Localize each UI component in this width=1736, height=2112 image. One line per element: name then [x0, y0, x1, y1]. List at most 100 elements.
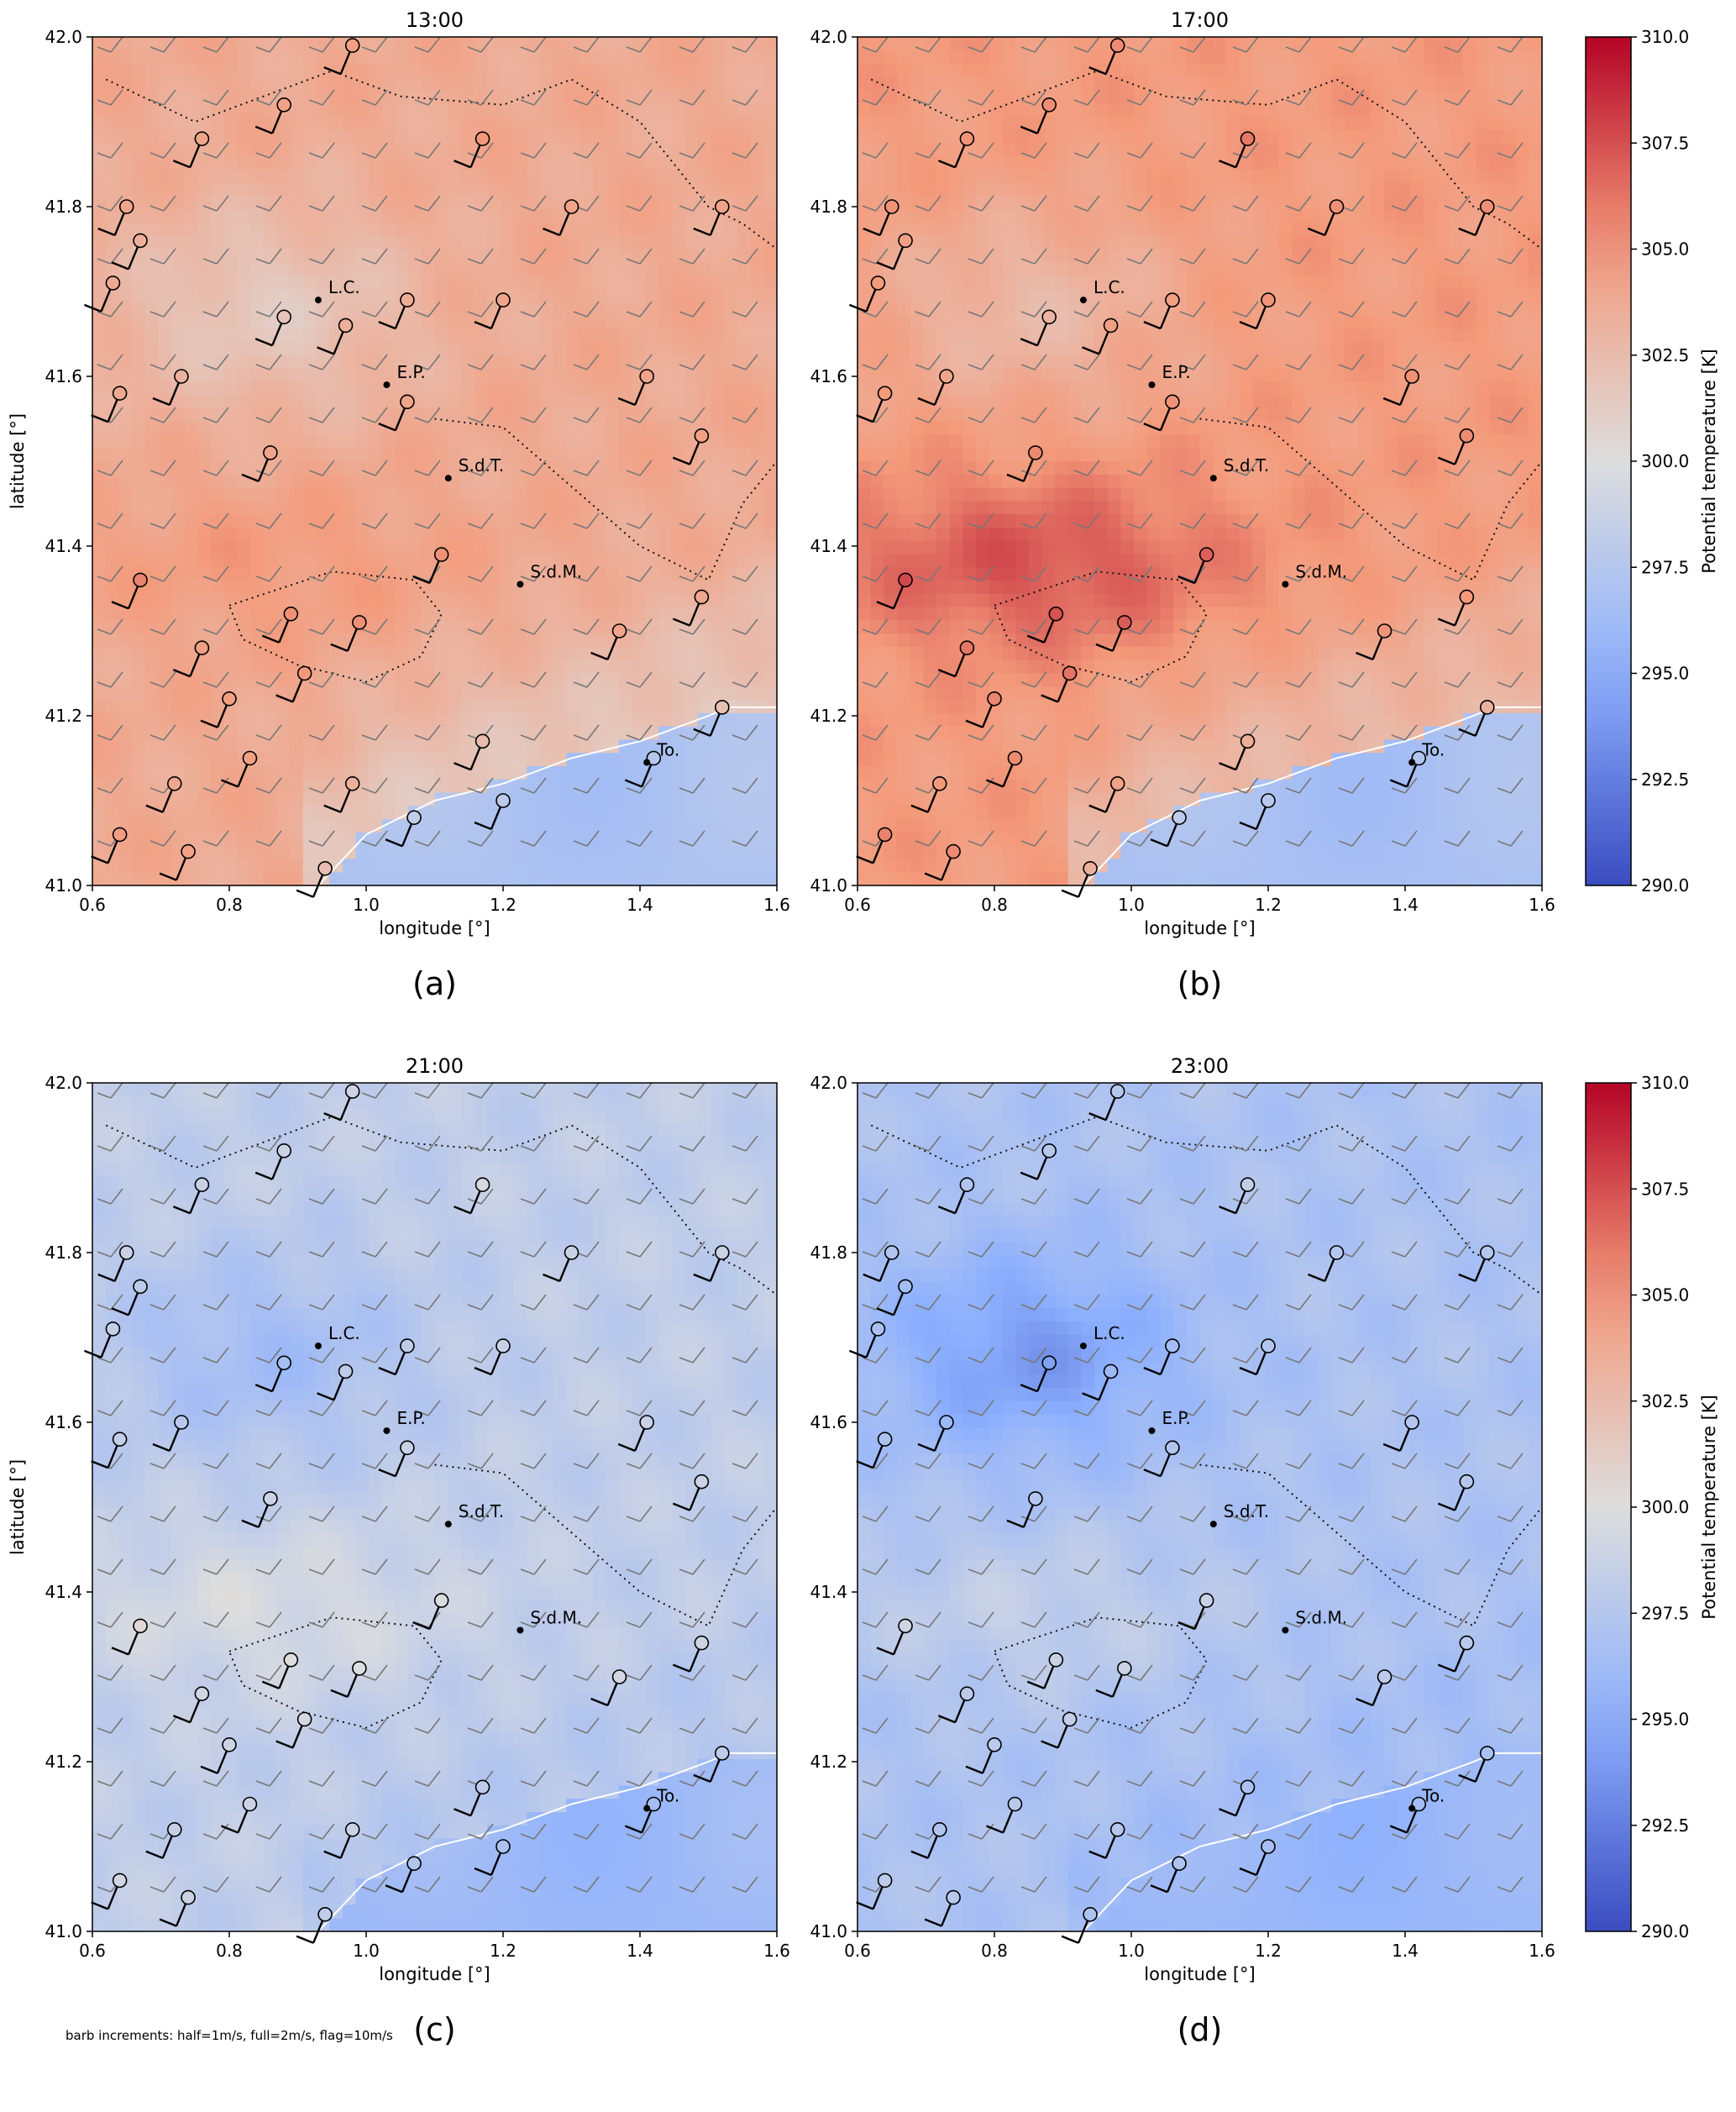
heatmap-cell: [684, 395, 698, 408]
heatmap-cell: [1068, 156, 1082, 170]
heatmap-cell: [501, 209, 514, 223]
heatmap-cell: [250, 262, 264, 276]
heatmap-cell: [619, 833, 632, 846]
heatmap-cell: [1029, 528, 1042, 541]
heatmap-cell: [1029, 156, 1042, 170]
heatmap-cell: [698, 64, 711, 77]
heatmap-cell: [553, 620, 567, 633]
heatmap-cell: [976, 501, 989, 514]
heatmap-cell: [672, 355, 685, 369]
heatmap-cell: [276, 660, 290, 674]
heatmap-cell: [1094, 607, 1108, 621]
heatmap-cell: [724, 289, 737, 302]
heatmap-cell: [962, 859, 976, 872]
heatmap-cell: [1068, 223, 1082, 236]
station-circle: [168, 777, 181, 791]
heatmap-cell: [145, 501, 159, 514]
heatmap-cell: [501, 355, 514, 369]
heatmap-cell: [553, 448, 567, 461]
heatmap-cell: [1041, 475, 1055, 488]
heatmap-cell: [645, 833, 658, 846]
heatmap-cell: [382, 37, 396, 50]
heatmap-cell: [1015, 528, 1029, 541]
heatmap-cell: [672, 369, 685, 382]
heatmap-cell: [884, 872, 897, 885]
heatmap-cell: [382, 276, 396, 289]
heatmap-cell: [355, 739, 369, 753]
heatmap-cell: [672, 806, 685, 819]
heatmap-cell: [658, 541, 672, 554]
heatmap-cell: [1055, 501, 1068, 514]
heatmap-cell: [936, 686, 950, 700]
heatmap-cell: [355, 501, 369, 514]
heatmap-cell: [950, 581, 963, 594]
heatmap-cell: [1002, 514, 1015, 528]
heatmap-cell: [606, 328, 619, 342]
heatmap-cell: [950, 780, 963, 793]
heatmap-cell: [118, 117, 132, 130]
heatmap-cell: [606, 381, 619, 395]
heatmap-cell: [145, 448, 159, 461]
heatmap-cell: [290, 461, 303, 475]
heatmap-cell: [237, 302, 250, 316]
heatmap-cell: [593, 633, 606, 647]
heatmap-cell: [1108, 448, 1121, 461]
heatmap-cell: [897, 461, 910, 475]
heatmap-cell: [369, 819, 382, 833]
heatmap-cell: [211, 170, 224, 183]
heatmap-cell: [250, 64, 264, 77]
heatmap-cell: [1068, 342, 1082, 355]
heatmap-cell: [290, 183, 303, 197]
heatmap-cell: [527, 129, 540, 143]
heatmap-cell: [316, 766, 329, 780]
heatmap-cell: [487, 395, 501, 408]
heatmap-cell: [185, 37, 198, 50]
heatmap-cell: [461, 369, 475, 382]
heatmap-cell: [382, 64, 396, 77]
heatmap-cell: [276, 859, 290, 872]
heatmap-cell: [645, 846, 658, 859]
heatmap-cell: [501, 607, 514, 621]
heatmap-cell: [276, 488, 290, 502]
heatmap-cell: [211, 753, 224, 766]
heatmap-cell: [540, 633, 553, 647]
heatmap-cell: [527, 250, 540, 263]
heatmap-cell: [1055, 514, 1068, 528]
heatmap-cell: [871, 872, 884, 885]
heatmap-cell: [171, 289, 185, 302]
y-tick-label: 41.8: [45, 197, 82, 217]
heatmap-cell: [158, 76, 171, 90]
heatmap-cell: [566, 156, 580, 170]
heatmap-cell: [422, 713, 435, 727]
heatmap-cell: [540, 660, 553, 674]
heatmap-cell: [250, 766, 264, 780]
heatmap-cell: [672, 209, 685, 223]
heatmap-cell: [1015, 170, 1029, 183]
heatmap-cell: [369, 686, 382, 700]
heatmap-cell: [290, 262, 303, 276]
heatmap-cell: [514, 633, 527, 647]
heatmap-cell: [910, 76, 924, 90]
heatmap-cell: [211, 554, 224, 567]
heatmap-cell: [1002, 50, 1015, 64]
heatmap-cell: [250, 50, 264, 64]
heatmap-cell: [527, 846, 540, 859]
heatmap-cell: [158, 223, 171, 236]
heatmap-cell: [355, 223, 369, 236]
heatmap-cell: [461, 342, 475, 355]
heatmap-cell: [698, 739, 711, 753]
heatmap-cell: [369, 554, 382, 567]
heatmap-cell: [185, 422, 198, 435]
heatmap-cell: [276, 806, 290, 819]
heatmap-cell: [950, 528, 963, 541]
heatmap-cell: [435, 713, 448, 727]
heatmap-cell: [580, 448, 593, 461]
heatmap-cell: [422, 846, 435, 859]
heatmap-cell: [962, 846, 976, 859]
heatmap-cell: [1081, 753, 1094, 766]
heatmap-cell: [1108, 183, 1121, 197]
heatmap-cell: [422, 475, 435, 488]
heatmap-cell: [422, 342, 435, 355]
heatmap-cell: [976, 475, 989, 488]
heatmap-cell: [1002, 103, 1015, 117]
